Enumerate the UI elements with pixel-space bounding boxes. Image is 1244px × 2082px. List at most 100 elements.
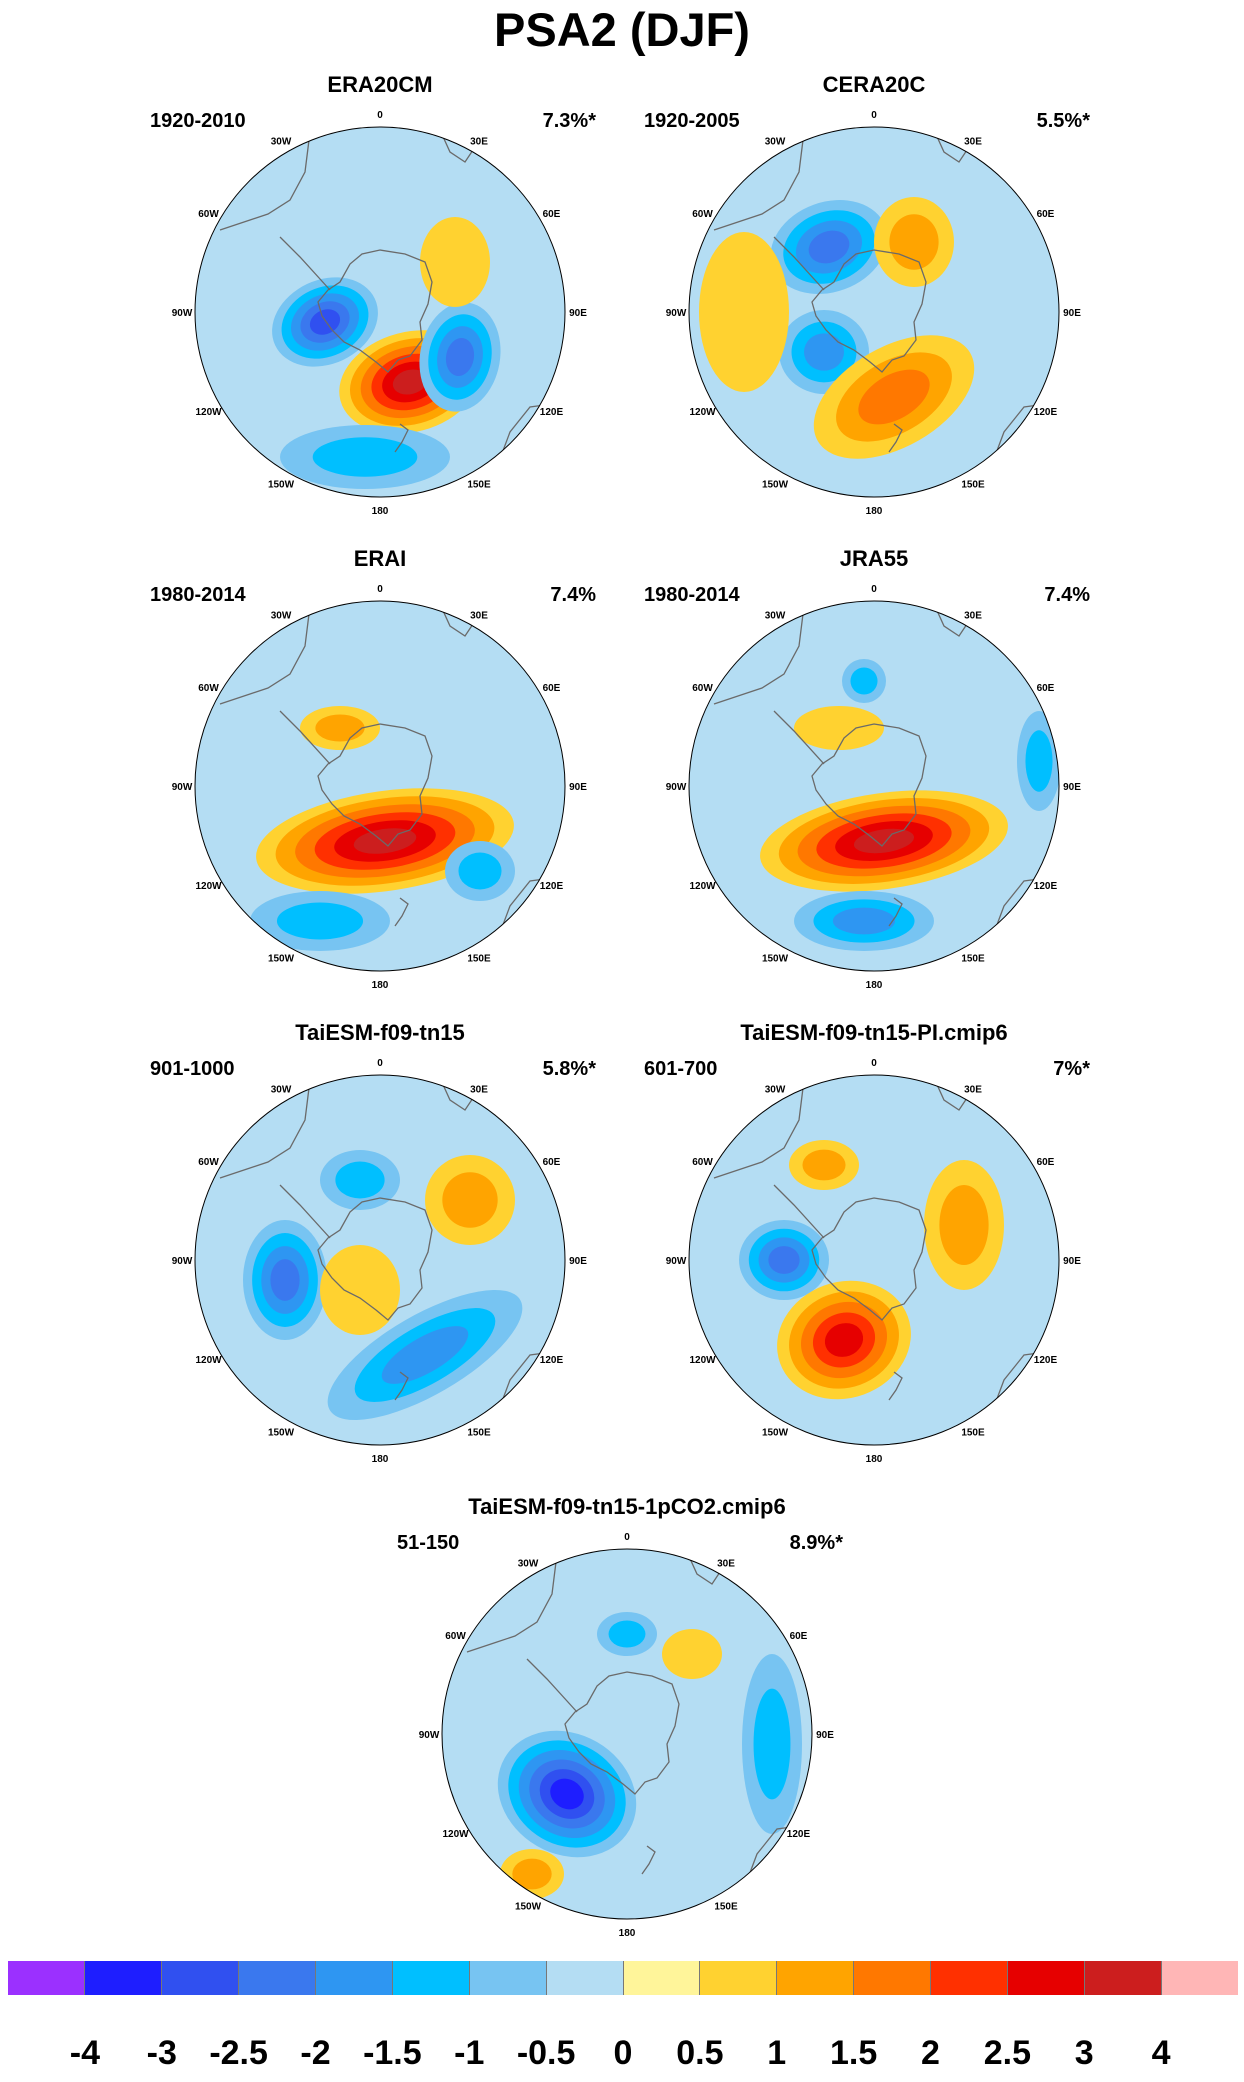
map-boundary bbox=[441, 1548, 813, 1920]
longitude-label: 60W bbox=[445, 1631, 466, 1642]
longitude-label: 150E bbox=[467, 953, 491, 964]
contour-band bbox=[889, 214, 939, 270]
longitude-label: 30W bbox=[271, 137, 292, 148]
longitude-label: 150W bbox=[762, 479, 789, 490]
panel-period: 601-700 bbox=[644, 1058, 718, 1080]
panel-variance: 8.9%* bbox=[789, 1532, 843, 1554]
longitude-label: 120E bbox=[1034, 1355, 1058, 1366]
longitude-label: 60E bbox=[543, 1157, 561, 1168]
colorbar-cell bbox=[315, 1961, 393, 1995]
panel-title: CERA20C bbox=[822, 72, 926, 97]
longitude-label: 30W bbox=[765, 137, 786, 148]
longitude-label: 30W bbox=[518, 1559, 539, 1570]
longitude-label: 90E bbox=[569, 1256, 587, 1267]
contour-band bbox=[1025, 730, 1053, 792]
panel-variance: 5.8%* bbox=[542, 1058, 596, 1080]
south-america-coastline bbox=[713, 131, 805, 231]
colorbar-tick-label: -2 bbox=[300, 2034, 331, 2072]
longitude-label: 180 bbox=[372, 980, 389, 991]
contour-band bbox=[312, 437, 418, 477]
africa-coastline bbox=[933, 129, 970, 163]
polar-stereographic-map: 0 30E 60E 90E 120E 150E 180 150W 120W 90W 60W 30W bbox=[172, 110, 588, 517]
contour-band bbox=[850, 667, 878, 695]
south-america-coastline bbox=[219, 1079, 311, 1179]
longitude-label: 120E bbox=[1034, 881, 1058, 892]
longitude-label: 90E bbox=[569, 782, 587, 793]
figure-title: PSA2 (DJF) bbox=[494, 3, 750, 56]
longitude-label: 150W bbox=[762, 1427, 789, 1438]
panel-period: 1920-2010 bbox=[150, 110, 246, 132]
antarctica-coastline bbox=[811, 249, 927, 373]
longitude-label: 150E bbox=[961, 1427, 985, 1438]
colorbar-cell bbox=[84, 1961, 162, 1995]
contour-band bbox=[512, 1858, 552, 1890]
longitude-label: 120W bbox=[689, 407, 716, 418]
longitude-label: 150E bbox=[961, 479, 985, 490]
contour-band bbox=[320, 1245, 400, 1335]
colorbar-cell bbox=[161, 1961, 239, 1995]
contour-field bbox=[689, 127, 1059, 497]
longitude-label: 150W bbox=[268, 479, 295, 490]
new-zealand-coastline bbox=[641, 1845, 656, 1875]
panel-title: ERAI bbox=[353, 546, 407, 571]
africa-coastline bbox=[686, 1551, 723, 1585]
colorbar-cell bbox=[546, 1961, 624, 1995]
panel-period: 51-150 bbox=[397, 1532, 460, 1554]
colorbar-tick-label: -0.5 bbox=[516, 2034, 576, 2072]
new-zealand-coastline bbox=[394, 897, 409, 927]
africa-coastline bbox=[439, 603, 476, 637]
map-boundary bbox=[194, 600, 566, 972]
longitude-label: 60W bbox=[198, 1157, 219, 1168]
contour-band bbox=[794, 706, 884, 750]
longitude-label: 90E bbox=[1063, 1256, 1081, 1267]
contour-band bbox=[608, 1620, 646, 1648]
longitude-label: 180 bbox=[866, 980, 883, 991]
colorbar-tick-label: 1 bbox=[767, 2034, 787, 2072]
longitude-label: 60E bbox=[1037, 683, 1055, 694]
colorbar-tick-label: 0 bbox=[613, 2034, 633, 2072]
panel-variance: 7.4% bbox=[550, 584, 596, 606]
longitude-label: 150E bbox=[961, 953, 985, 964]
south-america-coastline bbox=[713, 605, 805, 705]
colorbar-tick-label: -4 bbox=[69, 2034, 100, 2072]
longitude-label: 0 bbox=[377, 110, 383, 121]
new-zealand-coastline bbox=[888, 1371, 903, 1401]
contour-band bbox=[808, 230, 850, 264]
longitude-label: 90W bbox=[666, 308, 687, 319]
contour-band bbox=[550, 1778, 584, 1810]
panel-title: TaiESM-f09-tn15 bbox=[295, 1020, 465, 1045]
contour-band bbox=[335, 1161, 385, 1199]
map-panel-taiesm: TaiESM-f09-tn15 901-1000 5.8%* 0 30E 60E 90… bbox=[150, 1020, 610, 1470]
longitude-label: 150W bbox=[762, 953, 789, 964]
contour-band bbox=[392, 369, 428, 395]
colorbar-tick-label: -2.5 bbox=[209, 2034, 268, 2072]
colorbar-tick-label: 1.5 bbox=[829, 2034, 878, 2072]
longitude-label: 150E bbox=[467, 479, 491, 490]
panel-period: 1980-2014 bbox=[150, 584, 246, 606]
contour-band bbox=[939, 1185, 989, 1265]
longitude-label: 180 bbox=[619, 1928, 636, 1939]
africa-coastline bbox=[439, 129, 476, 163]
new-zealand-coastline bbox=[394, 1371, 409, 1401]
map-panel-erai: ERAI 1980-2014 7.4% 0 30E 60E 90E 120E 150E 18… bbox=[150, 546, 610, 996]
longitude-label: 60W bbox=[198, 683, 219, 694]
contour-field bbox=[195, 127, 565, 497]
colorbar-cell bbox=[1008, 1961, 1086, 1995]
colorbar-cell bbox=[238, 1961, 316, 1995]
contour-field bbox=[195, 1075, 565, 1445]
polar-stereographic-map: 0 30E 60E 90E 120E 150E 180 150W 120W 90W 60W 30W bbox=[666, 584, 1082, 991]
south-america-coastline bbox=[219, 131, 311, 231]
peninsula-coastline bbox=[773, 236, 825, 291]
panel-variance: 7.4% bbox=[1044, 584, 1090, 606]
panel-title: ERA20CM bbox=[327, 72, 433, 97]
longitude-label: 150W bbox=[268, 953, 295, 964]
longitude-label: 90W bbox=[172, 308, 193, 319]
contour-band bbox=[753, 1688, 791, 1800]
longitude-label: 120W bbox=[689, 881, 716, 892]
colorbar-cell bbox=[1162, 1961, 1238, 1995]
africa-coastline bbox=[933, 603, 970, 637]
longitude-label: 30E bbox=[470, 137, 488, 148]
antarctica-coastline bbox=[317, 1197, 433, 1321]
polar-stereographic-map: 0 30E 60E 90E 120E 150E 180 150W 120W 90W 60W 30W bbox=[172, 584, 588, 991]
peninsula-coastline bbox=[773, 1184, 825, 1239]
